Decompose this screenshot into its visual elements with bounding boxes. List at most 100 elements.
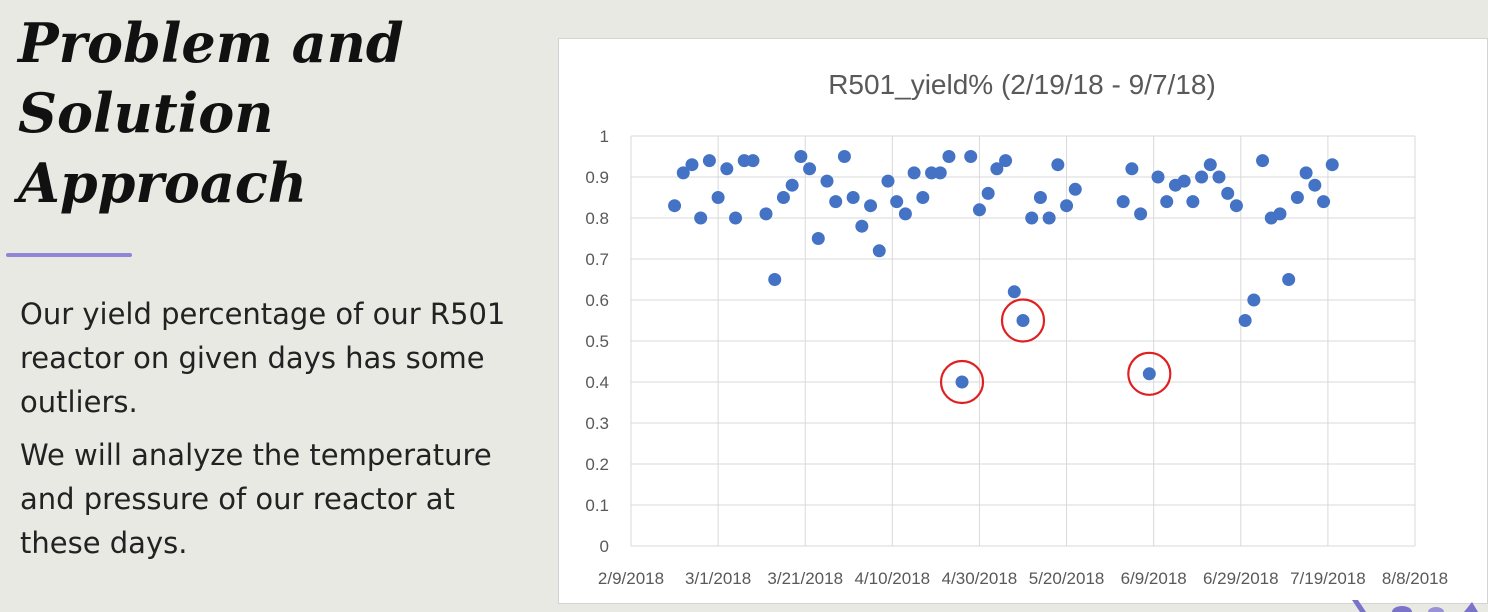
outlier-circle	[1127, 351, 1172, 396]
data-point	[1142, 367, 1156, 381]
data-point	[746, 154, 760, 168]
data-point	[837, 150, 851, 163]
data-point	[964, 150, 978, 163]
data-point	[907, 166, 921, 180]
data-point	[1282, 273, 1296, 286]
data-point	[872, 244, 886, 258]
data-point	[711, 191, 725, 204]
x-tick-label: 6/29/2018	[1203, 569, 1279, 588]
data-point	[972, 203, 986, 217]
data-point	[1238, 314, 1252, 327]
data-point	[1151, 170, 1165, 184]
data-point	[990, 162, 1004, 176]
data-point	[694, 211, 708, 225]
body-paragraph-2: We will analyze the temperature and pres…	[20, 438, 492, 560]
data-point	[881, 174, 895, 188]
data-point	[803, 162, 817, 176]
data-point	[1025, 211, 1039, 225]
outlier-circle	[939, 359, 985, 405]
data-point	[1317, 195, 1331, 209]
data-point	[1308, 178, 1322, 192]
outlier-circle	[1000, 298, 1046, 343]
y-tick-label: 0.9	[585, 168, 609, 187]
data-point	[1134, 207, 1148, 221]
y-tick-label: 0.6	[585, 291, 609, 310]
data-point	[729, 211, 743, 225]
y-tick-label: 0.8	[585, 209, 609, 228]
data-point	[942, 150, 956, 163]
data-point	[890, 195, 904, 209]
x-tick-label: 4/30/2018	[942, 569, 1018, 588]
data-point	[702, 154, 716, 168]
data-point	[1203, 158, 1217, 172]
x-tick-label: 5/20/2018	[1029, 569, 1105, 588]
data-point	[811, 232, 825, 245]
data-point	[820, 174, 834, 188]
data-point	[1042, 211, 1056, 225]
data-point	[1195, 170, 1209, 184]
data-point	[759, 207, 773, 221]
corner-decoration	[1352, 600, 1478, 612]
outlier-highlights	[939, 298, 1172, 405]
slide-title: Problem and Solution Approach	[18, 8, 488, 218]
data-point	[916, 191, 930, 204]
data-point	[1212, 170, 1226, 184]
x-tick-label: 3/21/2018	[767, 569, 843, 588]
y-tick-label: 0.4	[585, 373, 609, 392]
x-tick-label: 6/9/2018	[1121, 569, 1187, 588]
y-tick-label: 0.1	[585, 496, 609, 515]
y-tick-label: 1	[600, 127, 609, 146]
chart-points	[668, 150, 1339, 389]
slide-title-line-1: Problem and	[18, 11, 404, 75]
data-point	[855, 219, 869, 233]
slide-title-line-2: Solution	[18, 81, 274, 145]
data-point	[1051, 158, 1065, 172]
data-point	[1299, 166, 1313, 180]
data-point	[846, 191, 860, 204]
slide-body: Our yield percentage of our R501 reactor…	[20, 292, 520, 574]
x-axis-tick-labels: 2/9/2018 3/1/2018 3/21/2018 4/10/2018 4/30/2…	[598, 569, 1448, 588]
data-point	[1125, 162, 1139, 176]
data-point	[785, 178, 799, 192]
data-point	[720, 162, 734, 176]
data-point	[685, 158, 699, 172]
data-point	[1160, 195, 1174, 209]
data-point	[1256, 154, 1270, 168]
data-point	[1016, 314, 1030, 327]
data-point	[1273, 207, 1287, 221]
y-tick-label: 0.3	[585, 414, 609, 433]
data-point	[1229, 199, 1243, 213]
y-tick-label: 0.7	[585, 250, 609, 269]
title-accent-rule	[6, 253, 132, 257]
data-point	[1221, 186, 1235, 200]
data-point	[1033, 191, 1047, 204]
data-point	[981, 186, 995, 200]
data-point	[1068, 182, 1082, 196]
data-point	[1186, 195, 1200, 209]
data-point	[864, 199, 878, 213]
data-point	[1116, 195, 1130, 209]
data-point	[1177, 174, 1191, 188]
data-point	[668, 199, 682, 213]
yield-scatter-chart: R501_yield% (2/19/18 - 9/7/18) 0 0.1 0.2 0.…	[585, 69, 1448, 588]
data-point	[768, 273, 782, 286]
slide-title-line-3: Approach	[18, 151, 308, 215]
data-point	[1290, 191, 1304, 204]
chart-card: R501_yield% (2/19/18 - 9/7/18) 0 0.1 0.2 0.…	[558, 38, 1488, 604]
data-point	[776, 191, 790, 204]
x-tick-label: 8/8/2018	[1382, 569, 1448, 588]
data-point	[933, 166, 947, 180]
y-tick-label: 0.5	[585, 332, 609, 351]
y-tick-label: 0.2	[585, 455, 609, 474]
y-axis-tick-labels: 0 0.1 0.2 0.3 0.4 0.5 0.6 0.7 0.8 0.9 1	[585, 127, 609, 556]
data-point	[1007, 285, 1021, 299]
x-tick-label: 3/1/2018	[685, 569, 751, 588]
chart-title: R501_yield% (2/19/18 - 9/7/18)	[828, 69, 1216, 100]
data-point	[999, 154, 1013, 168]
data-point	[829, 195, 843, 209]
data-point	[1247, 293, 1261, 307]
data-point	[955, 375, 969, 389]
x-tick-label: 2/9/2018	[598, 569, 664, 588]
data-point	[1325, 158, 1339, 172]
data-point	[898, 207, 912, 221]
